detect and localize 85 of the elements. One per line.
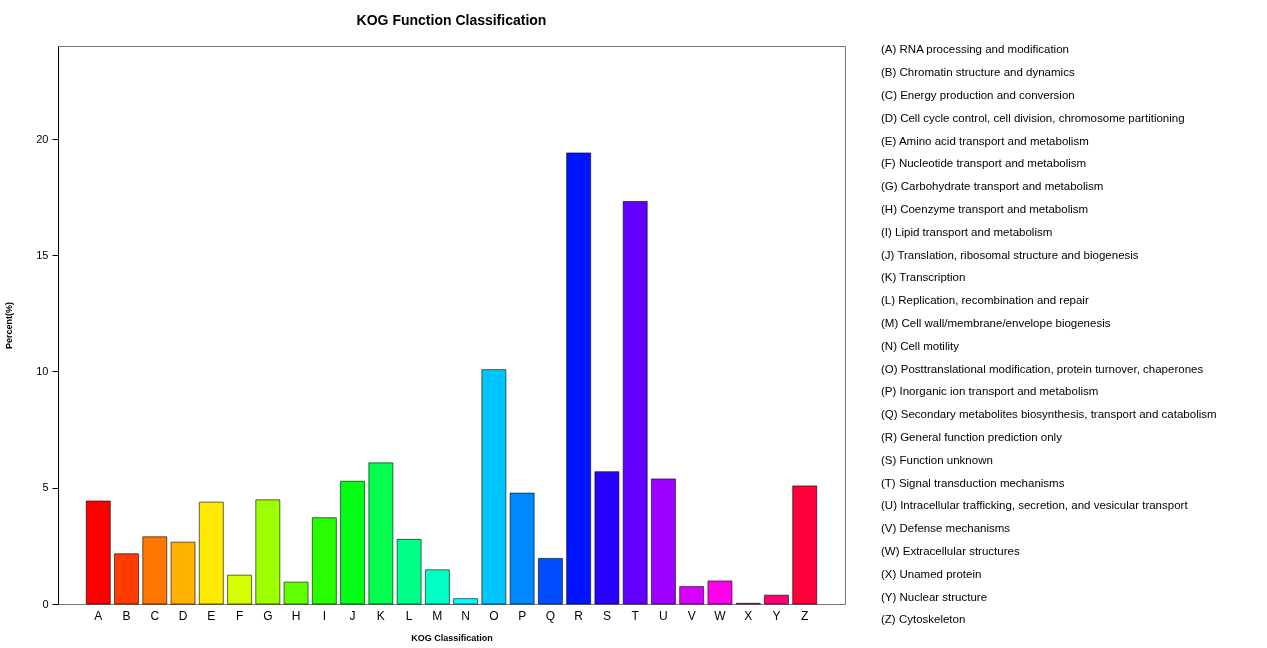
text: (I) Lipid transport and metabolism [881, 225, 1053, 238]
bar [396, 539, 422, 605]
bar [453, 598, 478, 605]
chart-title: KOG Function Classification [356, 12, 547, 28]
x-tick-label: L [405, 608, 413, 623]
bar [312, 517, 337, 605]
bar [114, 553, 139, 605]
y-tick-label: 0 [42, 597, 49, 610]
bar [85, 500, 111, 605]
x-tick-label: I [322, 608, 327, 623]
bar [170, 541, 196, 605]
bar [566, 152, 591, 605]
bar [340, 480, 365, 605]
y-tick-label: 10 [36, 365, 49, 377]
text: (R) General function prediction only [881, 431, 1063, 443]
x-tick-label: P [518, 608, 527, 623]
text: (V) Defense mechanisms [881, 522, 1011, 535]
bar [283, 581, 309, 605]
y-tick-label: 15 [36, 248, 49, 261]
bar [425, 569, 450, 605]
bar [679, 586, 705, 605]
x-tick-label: H [291, 608, 301, 623]
bar [481, 369, 507, 605]
bar [707, 580, 733, 605]
text: (K) Transcription [881, 271, 966, 284]
y-axis-title: Percent(%) [4, 301, 15, 350]
bar [764, 594, 789, 605]
text: (W) Extracellular structures [881, 545, 1020, 557]
x-tick-label: C [150, 608, 160, 623]
bar [792, 485, 818, 605]
text: (N) Cell motility [881, 339, 960, 352]
x-tick-label: Q [545, 608, 556, 623]
x-tick-label: G [263, 608, 273, 623]
text: (D) Cell cycle control, cell division, chromosome partitioning [881, 111, 1185, 124]
text: (A) RNA processing and modification [881, 43, 1069, 56]
x-tick-label: J [349, 608, 356, 623]
x-tick-label: B [122, 608, 131, 623]
x-tick-label: U [659, 608, 668, 623]
text: (J) Translation, ribosomal structure and biogenesis [881, 248, 1139, 261]
text: (Q) Secondary metabolites biosynthesis, transport and catabolism [881, 408, 1217, 421]
text: (O) Posttranslational modification, protein turnover, chaperones [881, 362, 1204, 375]
x-tick-label: R [574, 608, 584, 623]
x-tick-label: E [207, 608, 216, 623]
bar [198, 501, 224, 605]
text: (B) Chromatin structure and dynamics [881, 66, 1075, 79]
text: (P) Inorganic ion transport and metabolism [881, 385, 1099, 398]
bar [255, 499, 281, 605]
y-tick-label: 20 [36, 132, 49, 145]
x-tick-label: V [687, 608, 696, 623]
bar [142, 536, 168, 605]
x-axis-title: KOG Classification [411, 632, 493, 643]
text: (M) Cell wall/membrane/envelope biogenesis [881, 317, 1111, 329]
text: (L) Replication, recombination and repair [881, 294, 1089, 307]
x-tick-label: X [744, 608, 753, 623]
text: (C) Energy production and conversion [881, 89, 1075, 101]
x-tick-label: K [376, 608, 385, 623]
x-tick-label: F [235, 608, 244, 623]
x-tick-label: M [432, 608, 443, 623]
x-tick-label: Y [772, 608, 781, 623]
text: (H) Coenzyme transport and metabolism [881, 203, 1089, 215]
text: (G) Carbohydrate transport and metabolism [881, 180, 1104, 193]
bar [594, 471, 620, 605]
text: (U) Intracellular trafficking, secretion, and vesicular transport [881, 499, 1189, 512]
x-tick-label: T [631, 608, 640, 623]
x-tick-label: O [489, 608, 499, 623]
text: (S) Function unknown [881, 453, 993, 466]
text: (T) Signal transduction mechanisms [881, 476, 1065, 489]
x-tick-label: N [461, 608, 470, 623]
bar [509, 492, 535, 605]
text: (F) Nucleotide transport and metabolism [881, 157, 1087, 170]
bar [622, 201, 648, 605]
text: (X) Unamed protein [881, 567, 982, 580]
text: (E) Amino acid transport and metabolism [881, 134, 1089, 147]
x-tick-label: W [714, 608, 727, 623]
bar [368, 462, 394, 605]
text: (Y) Nuclear structure [881, 590, 988, 603]
bar [227, 574, 252, 605]
x-tick-label: Z [801, 608, 809, 623]
text: (Z) Cytoskeleton [881, 613, 966, 626]
x-tick-label: A [94, 608, 103, 623]
x-tick-label: D [178, 608, 188, 623]
x-tick-label: S [602, 608, 611, 623]
bar [538, 558, 563, 605]
y-tick-label: 5 [42, 481, 49, 494]
bar [651, 478, 676, 605]
